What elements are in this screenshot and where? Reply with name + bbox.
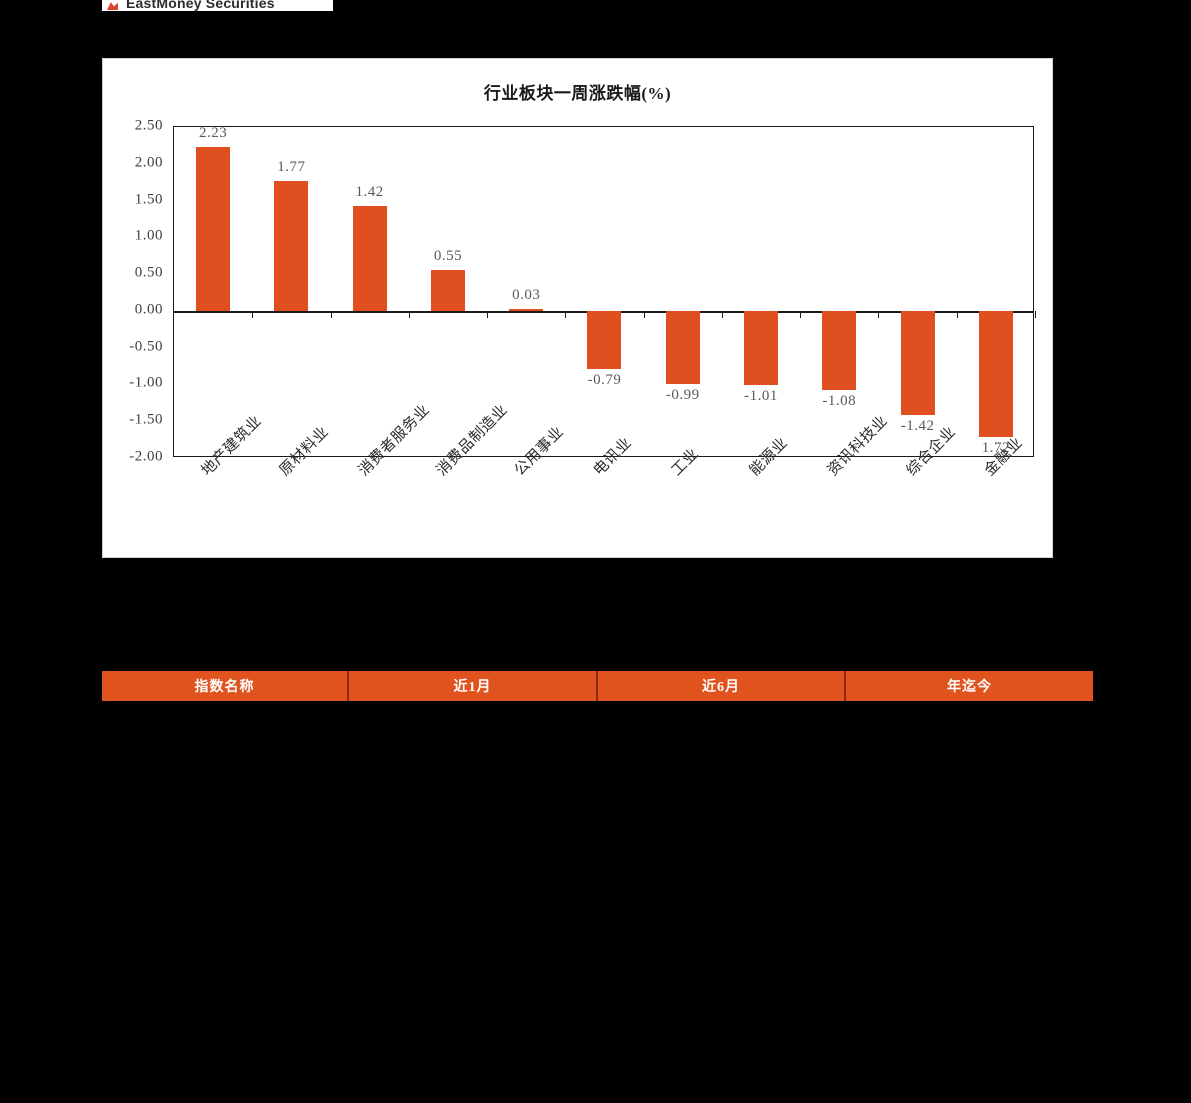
x-axis-tick-mark — [878, 310, 880, 318]
x-axis-tick-mark — [1035, 310, 1036, 318]
index-table-column-header[interactable]: 近6月 — [598, 671, 846, 701]
y-axis-tick-label: -1.50 — [129, 411, 163, 428]
index-table-column-header[interactable]: 指数名称 — [102, 671, 349, 701]
bar-slot: -0.99 — [644, 127, 722, 456]
bar[interactable] — [587, 310, 622, 369]
bar-slot: 0.55 — [409, 127, 487, 456]
index-table-column-header[interactable]: 近1月 — [349, 671, 598, 701]
x-axis-tick-mark — [956, 310, 958, 318]
y-axis-tick-label: 1.50 — [134, 191, 163, 208]
bar-slot: 1.72 — [957, 127, 1035, 456]
bar-slot: -0.79 — [565, 127, 643, 456]
bars-layer: 2.23 1.77 1.42 0.55 0.03 -0.79 -0.99 -1.01 -1.08… — [174, 124, 1036, 456]
bar[interactable] — [430, 270, 465, 311]
bar-value-label: 0.55 — [433, 248, 463, 265]
plot-area: 2.23 1.77 1.42 0.55 0.03 -0.79 -0.99 -1.01 -1.08… — [173, 124, 1036, 457]
bar-value-label: 1.77 — [277, 158, 306, 175]
bar-value-label: 1.72 — [981, 440, 1010, 457]
y-axis-tick-label: -2.00 — [129, 448, 163, 465]
bar-slot: 0.03 — [487, 127, 565, 456]
bar-value-label: 2.23 — [199, 124, 228, 141]
bar[interactable] — [900, 310, 935, 416]
index-table-header-row: 指数名称 近1月 近6月 年迄今 — [102, 671, 1093, 701]
y-axis-tick-label: 2.50 — [134, 117, 163, 134]
x-axis-tick-mark — [408, 310, 410, 318]
bar-value-label: -0.99 — [665, 386, 700, 403]
bar-slot: 2.23 — [174, 124, 252, 456]
bar[interactable] — [352, 206, 387, 311]
bar-slot: 1.42 — [331, 127, 409, 456]
x-axis-category-labels: 地产建筑业 原材料业 消费者服务业 消费品制造业 公用事业 电讯业 工业 能源业 资讯科技业 综合… — [173, 402, 1034, 555]
y-axis-tick-label: -1.00 — [129, 374, 163, 391]
bar[interactable] — [274, 180, 309, 311]
bar[interactable] — [822, 310, 857, 391]
x-axis-tick-mark — [487, 310, 489, 318]
bar-value-label: -0.79 — [587, 371, 622, 388]
bar[interactable] — [509, 308, 544, 311]
x-axis-tick-mark — [800, 310, 802, 318]
x-axis-tick-mark — [643, 310, 645, 318]
brand-row: EastMoney Securities — [102, 0, 333, 11]
index-table-column-header[interactable]: 年迄今 — [947, 680, 992, 695]
bar[interactable] — [196, 146, 231, 311]
bar-value-label: -1.01 — [744, 388, 778, 405]
x-axis-tick-mark — [721, 310, 723, 318]
x-axis-tick-mark — [565, 310, 567, 318]
page-header-strip: EastMoney Securities — [102, 0, 333, 11]
bar-slot: -1.01 — [722, 127, 800, 456]
brand-name: EastMoney Securities — [126, 0, 275, 11]
chart-title: 行业板块一周涨跌幅(%) — [483, 84, 672, 103]
bar-slot: -1.08 — [800, 127, 878, 456]
y-axis-tick-labels: 2.50 2.00 1.50 1.00 0.50 0.00 -0.50 -1.00 -1.50 -… — [103, 118, 167, 465]
x-axis-tick-mark — [330, 310, 332, 318]
bar-slot: 1.77 — [252, 127, 330, 456]
bar-value-label: -1.08 — [822, 393, 857, 410]
bar-slot: -1.42 — [878, 127, 956, 456]
bar[interactable] — [978, 310, 1013, 438]
bar[interactable] — [665, 310, 700, 384]
bar-value-label: -1.42 — [900, 418, 935, 435]
mountain-chart-icon — [104, 0, 122, 11]
y-axis-tick-label: 1.00 — [134, 227, 163, 244]
bar-value-label: 0.03 — [512, 286, 541, 303]
x-axis-tick-mark — [252, 310, 254, 318]
bar-value-label: 1.42 — [355, 184, 384, 201]
y-axis-tick-label: 0.50 — [134, 264, 163, 281]
y-axis-tick-label: 2.00 — [134, 154, 163, 171]
industry-weekly-change-chart-card: 行业板块一周涨跌幅(%) 2.50 2.00 1.50 1.00 0.50 0.00 -0.… — [102, 58, 1053, 558]
y-axis-tick-label: -0.50 — [129, 338, 163, 355]
bar[interactable] — [744, 310, 779, 386]
y-axis-tick-label: 0.00 — [134, 301, 163, 318]
